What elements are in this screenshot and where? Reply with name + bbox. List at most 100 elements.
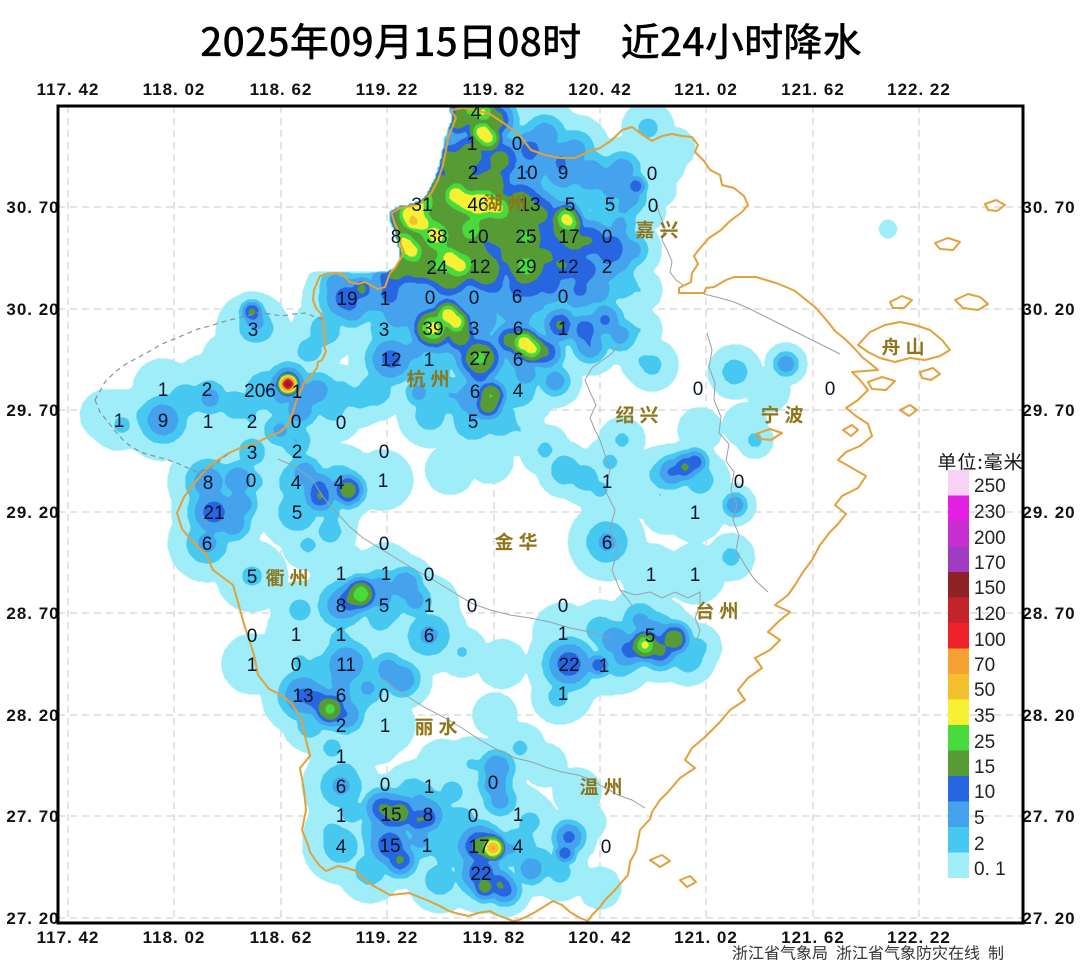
svg-text:1: 1 <box>114 411 125 432</box>
svg-text:1: 1 <box>381 564 392 585</box>
svg-text:119. 82: 119. 82 <box>463 80 526 99</box>
svg-text:0: 0 <box>558 596 569 617</box>
svg-text:2: 2 <box>202 380 213 401</box>
svg-text:3: 3 <box>247 443 258 464</box>
svg-text:0: 0 <box>602 227 613 248</box>
svg-text:118. 62: 118. 62 <box>250 80 313 99</box>
svg-text:6: 6 <box>202 534 213 555</box>
svg-text:3: 3 <box>248 320 259 341</box>
svg-text:1: 1 <box>558 624 569 645</box>
svg-text:1: 1 <box>599 656 610 677</box>
svg-text:1: 1 <box>336 625 347 646</box>
svg-text:8: 8 <box>203 473 214 494</box>
svg-text:119. 82: 119. 82 <box>463 928 526 947</box>
svg-text:0: 0 <box>379 534 390 555</box>
svg-text:1: 1 <box>336 564 347 585</box>
svg-text:12: 12 <box>380 350 401 371</box>
svg-text:29. 20: 29. 20 <box>6 503 59 522</box>
svg-text:0: 0 <box>512 134 523 155</box>
svg-text:0: 0 <box>425 288 436 309</box>
svg-text:6: 6 <box>602 533 613 554</box>
svg-text:5: 5 <box>565 195 576 216</box>
svg-text:27. 20: 27. 20 <box>6 909 59 928</box>
svg-text:29: 29 <box>515 257 536 278</box>
svg-text:5: 5 <box>292 503 303 524</box>
svg-text:1: 1 <box>336 806 347 827</box>
svg-text:0: 0 <box>424 565 435 586</box>
svg-text:29. 20: 29. 20 <box>1022 503 1075 522</box>
svg-text:38: 38 <box>426 227 447 248</box>
svg-text:1: 1 <box>336 747 347 768</box>
svg-text:30. 20: 30. 20 <box>1022 300 1075 319</box>
svg-text:1: 1 <box>380 716 391 737</box>
svg-text:6: 6 <box>424 626 435 647</box>
svg-text:122. 22: 122. 22 <box>887 928 951 947</box>
svg-text:1: 1 <box>380 289 391 310</box>
svg-text:0: 0 <box>734 472 745 493</box>
svg-text:2: 2 <box>292 442 303 463</box>
svg-text:118. 62: 118. 62 <box>250 928 313 947</box>
svg-text:50: 50 <box>974 680 995 701</box>
svg-text:121. 02: 121. 02 <box>674 928 738 947</box>
svg-text:8: 8 <box>336 596 347 617</box>
svg-text:5: 5 <box>605 195 616 216</box>
svg-text:46: 46 <box>467 195 488 216</box>
svg-text:31: 31 <box>411 195 432 216</box>
svg-text:1: 1 <box>424 350 435 371</box>
svg-text:6: 6 <box>336 777 347 798</box>
svg-text:27. 70: 27. 70 <box>1022 807 1075 826</box>
svg-text:39: 39 <box>422 319 443 340</box>
svg-text:117. 42: 117. 42 <box>37 80 100 99</box>
svg-text:3: 3 <box>469 319 480 340</box>
svg-text:27: 27 <box>469 349 490 370</box>
svg-text:5: 5 <box>974 808 985 829</box>
svg-text:0: 0 <box>379 686 390 707</box>
svg-text:27. 20: 27. 20 <box>1022 909 1075 928</box>
svg-text:10: 10 <box>467 227 488 248</box>
svg-text:4: 4 <box>513 837 524 858</box>
svg-text:28. 20: 28. 20 <box>6 706 59 725</box>
svg-text:0: 0 <box>379 442 390 463</box>
svg-text:1: 1 <box>646 565 657 586</box>
svg-text:28. 20: 28. 20 <box>1022 706 1075 725</box>
svg-text:117. 42: 117. 42 <box>37 928 100 947</box>
svg-text:121. 02: 121. 02 <box>674 80 738 99</box>
svg-text:1: 1 <box>247 655 258 676</box>
svg-text:4: 4 <box>471 103 482 124</box>
svg-text:1: 1 <box>513 805 524 826</box>
svg-text:1: 1 <box>558 684 569 705</box>
svg-text:200: 200 <box>974 528 1006 549</box>
svg-text:4: 4 <box>336 837 347 858</box>
svg-text:6: 6 <box>513 350 524 371</box>
svg-text:10: 10 <box>974 782 995 803</box>
svg-text:120. 42: 120. 42 <box>568 80 632 99</box>
svg-text:28. 70: 28. 70 <box>6 604 59 623</box>
svg-text:0: 0 <box>291 412 302 433</box>
svg-text:0: 0 <box>246 471 257 492</box>
svg-text:0: 0 <box>693 379 704 400</box>
svg-text:29. 70: 29. 70 <box>6 401 59 420</box>
svg-text:8: 8 <box>423 805 434 826</box>
svg-text:2: 2 <box>468 163 479 184</box>
svg-text:2: 2 <box>602 257 613 278</box>
svg-text:17: 17 <box>558 227 579 248</box>
svg-text:1: 1 <box>422 836 433 857</box>
svg-text:24: 24 <box>426 258 448 279</box>
svg-text:2: 2 <box>247 412 258 433</box>
svg-text:25: 25 <box>974 732 995 753</box>
svg-text:0: 0 <box>601 837 612 858</box>
svg-text:4: 4 <box>513 381 524 402</box>
svg-text:27. 70: 27. 70 <box>6 807 59 826</box>
svg-text:250: 250 <box>974 476 1006 497</box>
svg-text:0: 0 <box>825 379 836 400</box>
svg-text:5: 5 <box>247 567 258 588</box>
svg-text:0: 0 <box>468 806 479 827</box>
svg-text:206: 206 <box>244 381 276 402</box>
svg-text:150: 150 <box>974 578 1006 599</box>
svg-text:4: 4 <box>334 473 345 494</box>
svg-text:6: 6 <box>470 382 481 403</box>
svg-text:118. 02: 118. 02 <box>143 928 206 947</box>
svg-text:6: 6 <box>512 287 523 308</box>
svg-text:17: 17 <box>468 837 489 858</box>
svg-text:1: 1 <box>424 777 435 798</box>
